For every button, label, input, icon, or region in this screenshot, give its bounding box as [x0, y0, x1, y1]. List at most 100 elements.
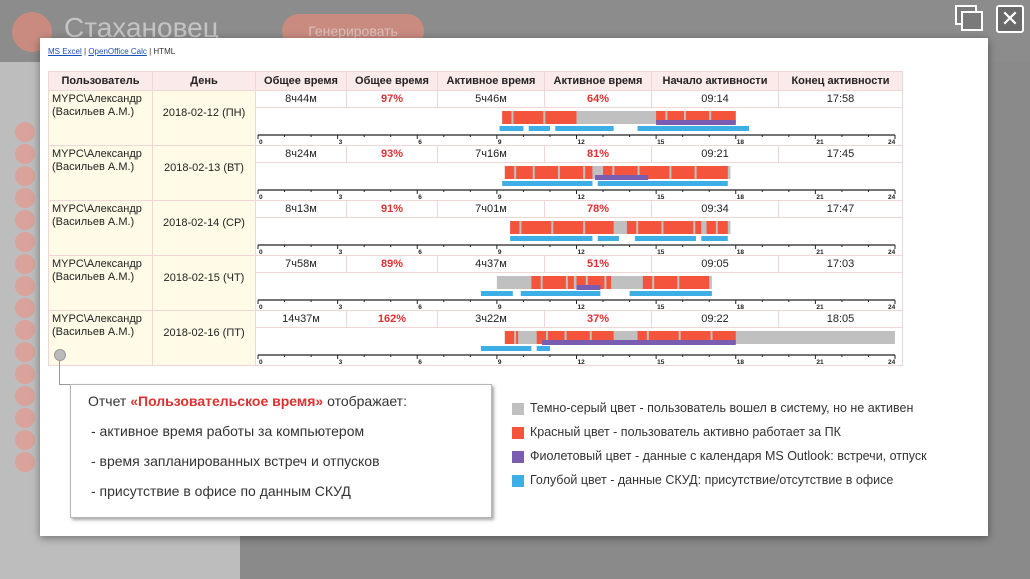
activity-end-cell: 17:47: [778, 200, 903, 218]
close-icon[interactable]: ✕: [996, 5, 1024, 33]
idle-stripe: [514, 166, 517, 179]
sidebar-home-icon[interactable]: [15, 144, 35, 164]
idle-stripe: [693, 221, 696, 234]
access-control-segment: [510, 236, 593, 241]
sidebar-home-icon[interactable]: [15, 122, 35, 142]
calendar-segment: [541, 340, 736, 345]
timeline-tick-label: 21: [816, 194, 824, 200]
sidebar-home-icon[interactable]: [15, 430, 35, 450]
legend-swatch: [512, 403, 524, 415]
calc-link[interactable]: OpenOffice Calc: [88, 47, 147, 56]
sidebar-home-icon[interactable]: [15, 386, 35, 406]
day-cell: 2018-02-12 (ПН): [152, 90, 256, 146]
active-time-cell: 4ч37м: [437, 255, 545, 273]
table-row: MYPC\Александр (Васильев А.М.) 2018-02-16…: [48, 310, 903, 366]
user-cell: MYPC\Александр (Васильев А.М.): [48, 90, 153, 146]
timeline-cell: 0 3 6 9 12 15 18 21 24: [255, 272, 903, 311]
link-separator: |: [81, 47, 89, 56]
access-control-segment: [597, 181, 728, 186]
idle-stripe: [564, 331, 567, 344]
idle-stripe: [715, 221, 718, 234]
timeline-tick-label: 18: [737, 194, 745, 200]
link-separator: |: [146, 47, 154, 56]
access-control-segment: [502, 181, 593, 186]
callout-line: [59, 360, 60, 384]
total-time-pct-cell: 93%: [346, 145, 438, 163]
idle-stripe: [545, 331, 548, 344]
active-time-pct-cell: 37%: [544, 310, 652, 328]
timeline-tick-label: 12: [578, 304, 586, 310]
sidebar-home-icon[interactable]: [15, 320, 35, 340]
timeline-chart: 0 3 6 9 12 15 18 21 24: [257, 166, 896, 200]
idle-stripe: [710, 331, 713, 344]
column-header-active-time-pct: Активное время: [544, 71, 652, 91]
description-bullet: - время запланированных встреч и отпуско…: [91, 453, 380, 469]
idle-stripe: [540, 276, 543, 289]
total-time-cell: 7ч58м: [255, 255, 347, 273]
idle-stripe: [661, 221, 664, 234]
table-row: MYPC\Александр (Васильев А.М.) 2018-02-13…: [48, 145, 903, 201]
timeline-tick-label: 15: [657, 304, 665, 310]
activity-end-cell: 17:58: [778, 90, 903, 108]
timeline-tick-label: 3: [339, 139, 343, 145]
activity-end-cell: 18:05: [778, 310, 903, 328]
sidebar-home-icon[interactable]: [15, 342, 35, 362]
idle-stripe: [636, 221, 639, 234]
sidebar-home-icon[interactable]: [15, 254, 35, 274]
sidebar-home-icon[interactable]: [15, 364, 35, 384]
description-bullet: - присутствие в офисе по данным СКУД: [91, 483, 351, 499]
total-time-pct-cell: 97%: [346, 90, 438, 108]
sidebar-home-icon[interactable]: [15, 298, 35, 318]
sidebar-home-icon[interactable]: [15, 452, 35, 472]
idle-stripe: [514, 331, 517, 344]
access-control-segment: [528, 126, 550, 131]
legend-item-access-control: Голубой цвет - данные СКУД: присутствие/…: [512, 472, 952, 492]
timeline-row: 0 3 6 9 12 15 18 21 24: [49, 272, 903, 311]
timeline-tick-label: 21: [816, 359, 824, 365]
timeline-row: 0 3 6 9 12 15 18 21 24: [49, 107, 903, 146]
idle-stripe: [683, 111, 686, 124]
timeline-tick-label: 0: [259, 304, 263, 310]
table-row: MYPC\Александр (Васильев А.М.) 2018-02-12…: [48, 90, 903, 146]
idle-stripe: [585, 276, 588, 289]
timeline-tick-label: 6: [418, 194, 422, 200]
timeline-tick-label: 6: [418, 359, 422, 365]
sidebar-home-icon[interactable]: [15, 210, 35, 230]
sidebar-home-icon[interactable]: [15, 166, 35, 186]
access-control-segment: [555, 126, 614, 131]
idle-stripe: [678, 331, 681, 344]
access-control-segment: [536, 346, 550, 351]
timeline-tick-label: 21: [816, 249, 824, 255]
restore-window-icon[interactable]: [955, 5, 983, 33]
timeline-tick-label: 24: [888, 359, 896, 365]
timeline-tick-label: 24: [888, 249, 896, 255]
timeline-cell: 0 3 6 9 12 15 18 21 24: [255, 107, 903, 146]
sidebar-home-icon[interactable]: [15, 408, 35, 428]
column-header-total-time: Общее время: [255, 71, 347, 91]
idle-stripe: [583, 221, 586, 234]
idle-stripe: [646, 331, 649, 344]
excel-link[interactable]: MS Excel: [48, 47, 82, 56]
sidebar-home-icon[interactable]: [15, 188, 35, 208]
idle-stripe: [604, 276, 607, 289]
sidebar-home-icon[interactable]: [15, 276, 35, 296]
day-cell: 2018-02-16 (ПТ): [152, 310, 256, 366]
column-header-activity-end: Конец активности: [778, 71, 903, 91]
idle-stripe: [612, 166, 615, 179]
timeline-tick-label: 6: [418, 249, 422, 255]
sidebar-home-icon[interactable]: [15, 232, 35, 252]
column-header-user: Пользователь: [48, 71, 153, 91]
timeline-tick-label: 15: [657, 139, 665, 145]
report-modal: MS Excel | OpenOffice Calc | HTML Пользо…: [40, 38, 988, 536]
active-segment: [626, 221, 702, 234]
access-control-segment: [634, 236, 696, 241]
active-segment: [504, 166, 593, 179]
timeline-tick-label: 9: [498, 139, 502, 145]
timeline-tick-label: 0: [259, 249, 263, 255]
total-time-pct-cell: 89%: [346, 255, 438, 273]
table-row: MYPC\Александр (Васильев А.М.) 2018-02-15…: [48, 255, 903, 311]
idle-stripe: [677, 276, 680, 289]
timeline-tick-label: 15: [657, 359, 665, 365]
timeline-row: 0 3 6 9 12 15 18 21 24: [49, 327, 903, 366]
timeline-tick-label: 12: [578, 194, 586, 200]
